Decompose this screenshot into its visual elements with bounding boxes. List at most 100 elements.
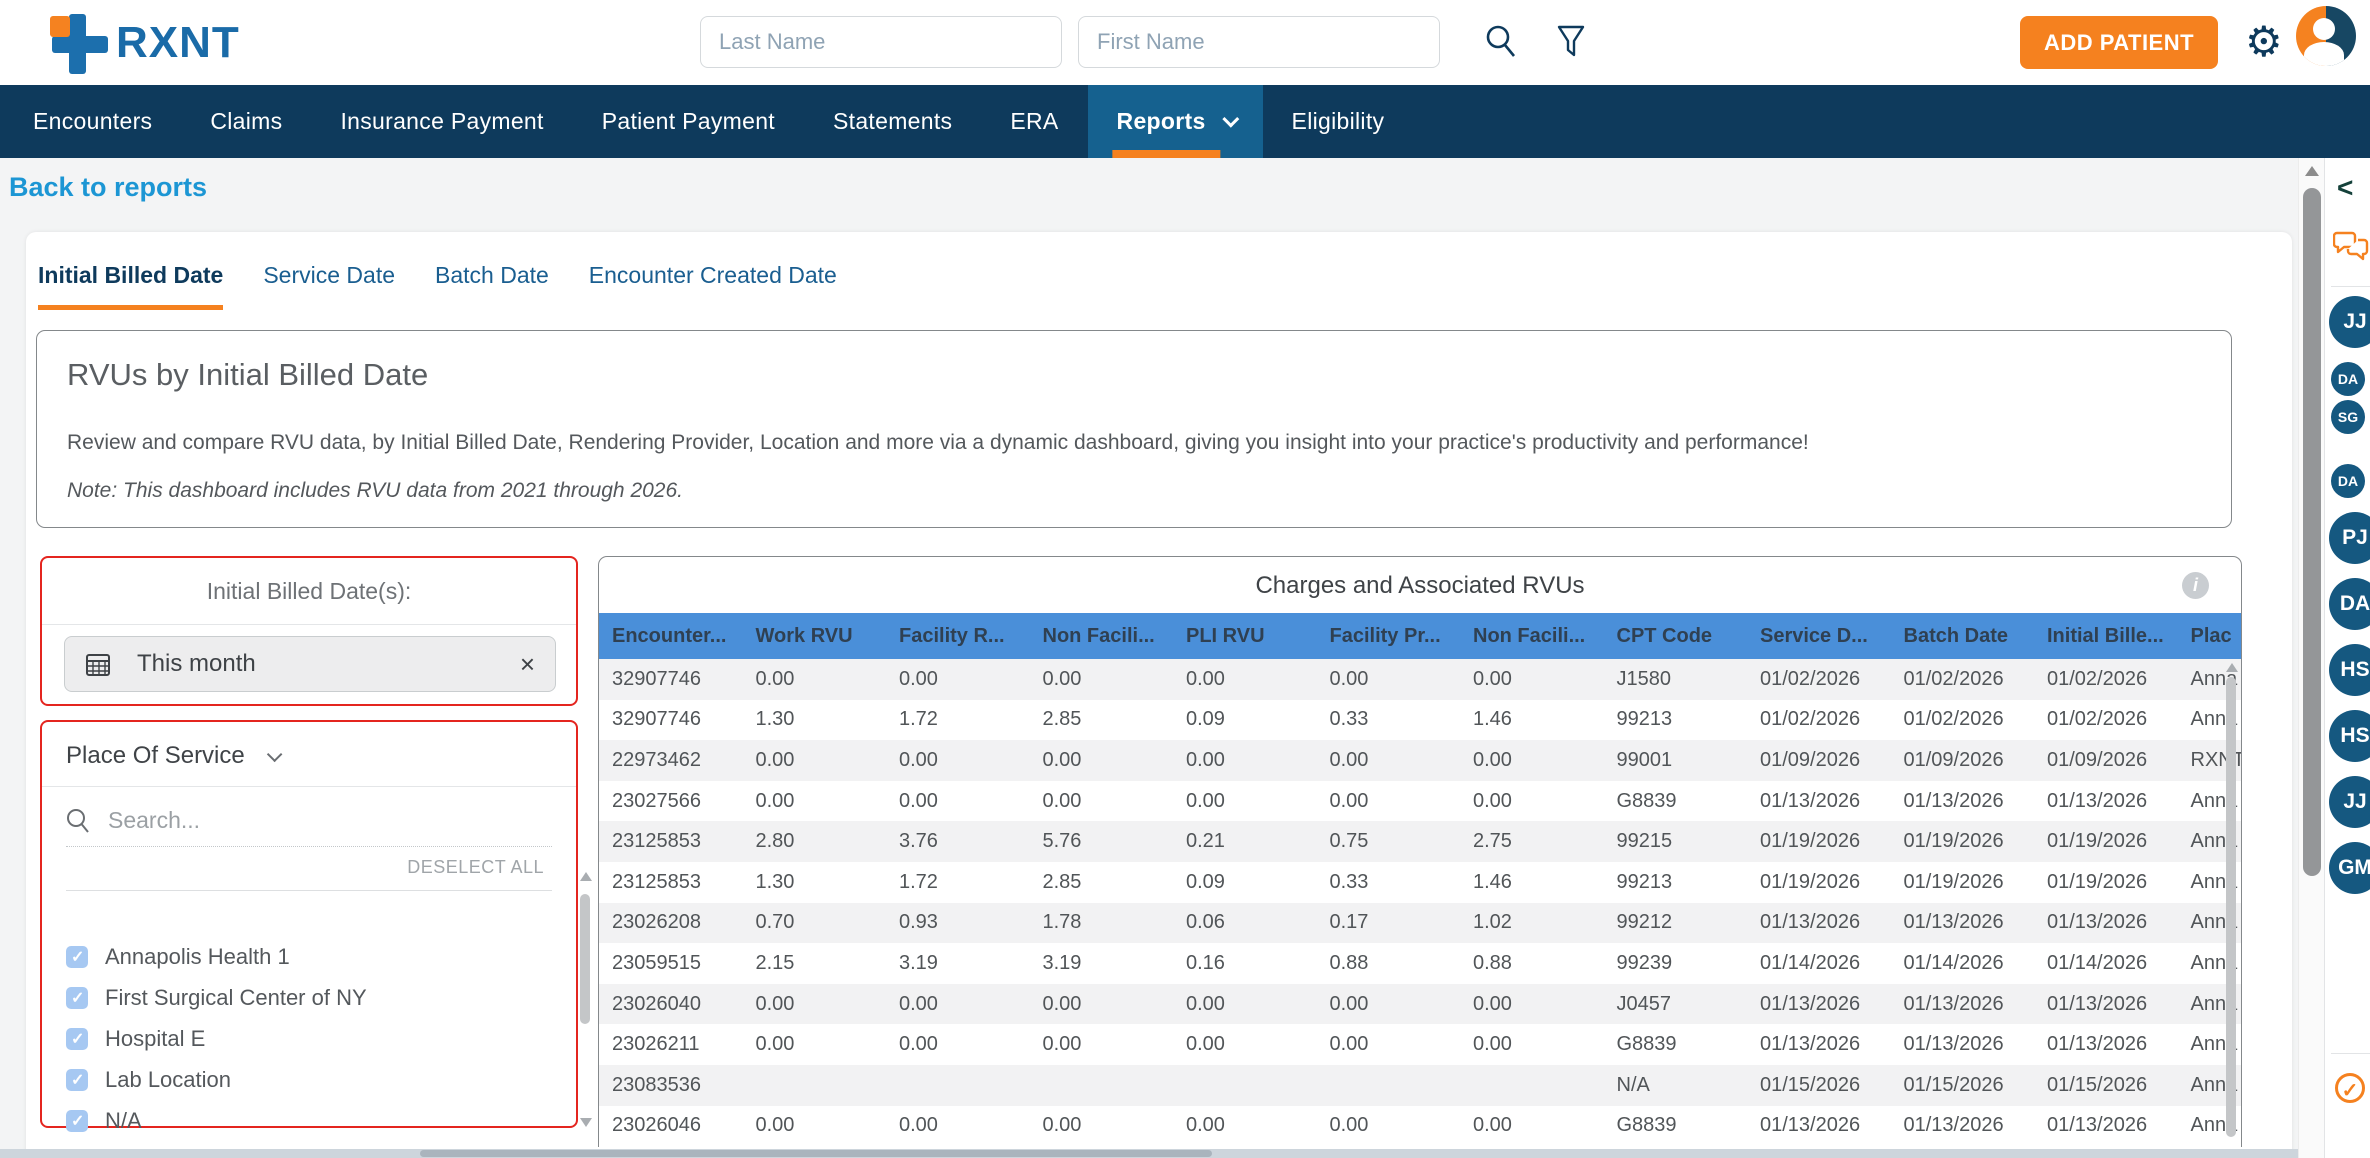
last-name-input[interactable]	[700, 16, 1062, 68]
table-row[interactable]: 32907746 0.00 0.00 0.00 0.00 0.00 0.00 J…	[599, 659, 2241, 700]
filter-icon[interactable]	[1556, 24, 1588, 65]
column-header[interactable]: Initial Bille...	[2047, 624, 2164, 647]
add-patient-button[interactable]: ADD PATIENT	[2020, 16, 2218, 69]
cell-cpt-code: J1580	[1616, 667, 1672, 690]
report-tab[interactable]: Service Date	[263, 262, 395, 310]
user-avatar[interactable]: SG	[2331, 400, 2370, 438]
report-tab[interactable]: Batch Date	[435, 262, 549, 310]
table-row[interactable]: 23125853 2.80 3.76 5.76 0.21 0.75 2.75 9…	[599, 821, 2241, 862]
column-header[interactable]: PLI RVU	[1186, 624, 1265, 647]
cell-facility-pr: 0.00	[1329, 992, 1369, 1015]
column-header[interactable]: CPT Code	[1616, 624, 1713, 647]
nav-item[interactable]: Claims	[181, 85, 311, 158]
list-item[interactable]: Annapolis Health 1	[66, 944, 540, 970]
column-header[interactable]: Facility R...	[899, 624, 1005, 647]
scroll-up-arrow-icon[interactable]	[2226, 663, 2238, 672]
table-row[interactable]: 23026040 0.00 0.00 0.00 0.00 0.00 0.00 J…	[599, 983, 2241, 1025]
user-avatar[interactable]: DA	[2331, 464, 2370, 502]
cell-cpt-code: 99212	[1616, 911, 1673, 934]
nav-item[interactable]: Reports	[1087, 85, 1263, 158]
list-scrollbar[interactable]	[578, 872, 592, 1127]
column-header[interactable]: Encounter...	[612, 624, 727, 647]
checkbox[interactable]	[66, 1069, 88, 1091]
cell-facility-rvu: 0.00	[899, 748, 938, 771]
scrollbar-thumb[interactable]	[2226, 677, 2236, 1137]
search-icon[interactable]	[1484, 24, 1518, 65]
user-avatar[interactable]: DA	[2331, 362, 2370, 400]
user-avatar[interactable]: GM	[2329, 842, 2370, 894]
check-circle-icon[interactable]: ✓	[2335, 1073, 2365, 1103]
list-item[interactable]: First Surgical Center of NY	[66, 985, 540, 1011]
table-row[interactable]: 23083536 N/A 01/15/2026 01/15/2026 01/15…	[599, 1064, 2241, 1106]
scroll-up-arrow-icon[interactable]	[2305, 166, 2319, 176]
info-icon[interactable]: i	[2182, 572, 2209, 599]
place-of-service-header[interactable]: Place Of Service	[66, 742, 576, 770]
scroll-up-arrow-icon[interactable]	[580, 872, 592, 881]
back-to-reports-link[interactable]: Back to reports	[9, 172, 208, 202]
scroll-down-arrow-icon[interactable]	[580, 1118, 592, 1127]
column-header[interactable]: Plac	[2190, 624, 2232, 647]
list-item[interactable]: N/A	[66, 1108, 540, 1134]
user-avatar[interactable]: JJ	[2329, 296, 2370, 348]
list-item[interactable]: Hospital E	[66, 1026, 540, 1052]
horizontal-scrollbar[interactable]	[0, 1149, 2322, 1158]
table-row[interactable]: 22973462 0.00 0.00 0.00 0.00 0.00 0.00 9…	[599, 740, 2241, 781]
table-row[interactable]: 23026046 0.00 0.00 0.00 0.00 0.00 0.00 G…	[599, 1106, 2241, 1147]
deselect-all-button[interactable]: DESELECT ALL	[407, 857, 544, 877]
table-row[interactable]: 23026211 0.00 0.00 0.00 0.00 0.00 0.00 G…	[599, 1024, 2241, 1065]
cell-facility-rvu: 0.00	[899, 1114, 938, 1137]
table-row[interactable]: 32907746 1.30 1.72 2.85 0.09 0.33 1.46 9…	[599, 700, 2241, 741]
column-header[interactable]: Batch Date	[1903, 624, 2008, 647]
report-tab[interactable]: Initial Billed Date	[38, 262, 224, 310]
report-tab[interactable]: Encounter Created Date	[589, 262, 837, 310]
cell-cpt-code: 99239	[1616, 951, 1673, 974]
search-icon	[66, 808, 90, 834]
nav-item[interactable]: Statements	[804, 85, 981, 158]
avatar-initials: HS	[2340, 724, 2370, 747]
collapse-sidebar-icon[interactable]: <	[2337, 172, 2354, 203]
scrollbar-thumb[interactable]	[580, 894, 590, 1024]
checkbox[interactable]	[66, 987, 88, 1009]
date-range-input[interactable]: This month ×	[64, 636, 556, 692]
checkbox[interactable]	[66, 946, 88, 968]
table-row[interactable]: 23059515 2.15 3.19 3.19 0.16 0.88 0.88 9…	[599, 943, 2241, 984]
cell-non-facility-pr: 0.00	[1473, 992, 1512, 1015]
cell-work-rvu: 0.00	[755, 789, 795, 812]
nav-item[interactable]: Eligibility	[1263, 85, 1414, 158]
column-header[interactable]: Non Facili...	[1042, 624, 1155, 647]
settings-gear-icon[interactable]: ⚙	[2245, 18, 2283, 65]
rxnt-logo[interactable]: RXNT	[42, 10, 240, 76]
table-row[interactable]: 23125853 1.30 1.72 2.85 0.09 0.33 1.46 9…	[599, 862, 2241, 903]
first-name-input[interactable]	[1078, 16, 1440, 68]
table-vertical-scrollbar[interactable]	[2224, 661, 2238, 1146]
user-avatar[interactable]: HS	[2329, 710, 2370, 762]
active-underline	[1112, 150, 1221, 158]
column-header[interactable]: Service D...	[1760, 624, 1868, 647]
nav-item[interactable]: Insurance Payment	[311, 85, 572, 158]
checkbox[interactable]	[66, 1028, 88, 1050]
nav-item[interactable]: ERA	[981, 85, 1087, 158]
column-header[interactable]: Facility Pr...	[1329, 624, 1441, 647]
user-avatar[interactable]: PJ	[2329, 512, 2370, 564]
clear-date-icon[interactable]: ×	[519, 648, 535, 679]
table-row[interactable]: 23026208 0.70 0.93 1.78 0.06 0.17 1.02 9…	[599, 902, 2241, 944]
user-avatar[interactable]: HS	[2329, 644, 2370, 696]
column-header[interactable]: Work RVU	[755, 624, 853, 647]
user-avatar[interactable]	[2296, 6, 2356, 66]
list-item[interactable]: Lab Location	[66, 1067, 540, 1093]
cell-batch-date: 01/13/2026	[1903, 789, 2004, 812]
nav-item[interactable]: Patient Payment	[573, 85, 804, 158]
column-header[interactable]: Non Facili...	[1473, 624, 1586, 647]
search-input[interactable]	[108, 807, 488, 834]
cell-service-date: 01/19/2026	[1760, 830, 1861, 853]
checkbox[interactable]	[66, 1110, 88, 1132]
nav-item[interactable]: Encounters	[4, 85, 181, 158]
table-row[interactable]: 23027566 0.00 0.00 0.00 0.00 0.00 0.00 G…	[599, 781, 2241, 822]
place-of-service-search	[66, 807, 552, 847]
user-avatar[interactable]: DA	[2329, 578, 2370, 630]
chat-icon[interactable]	[2332, 230, 2369, 269]
user-avatar[interactable]: JJ	[2329, 776, 2370, 828]
scrollbar-thumb[interactable]	[420, 1150, 1212, 1157]
page-scrollbar[interactable]	[2298, 158, 2324, 1158]
scrollbar-thumb[interactable]	[2303, 188, 2321, 876]
